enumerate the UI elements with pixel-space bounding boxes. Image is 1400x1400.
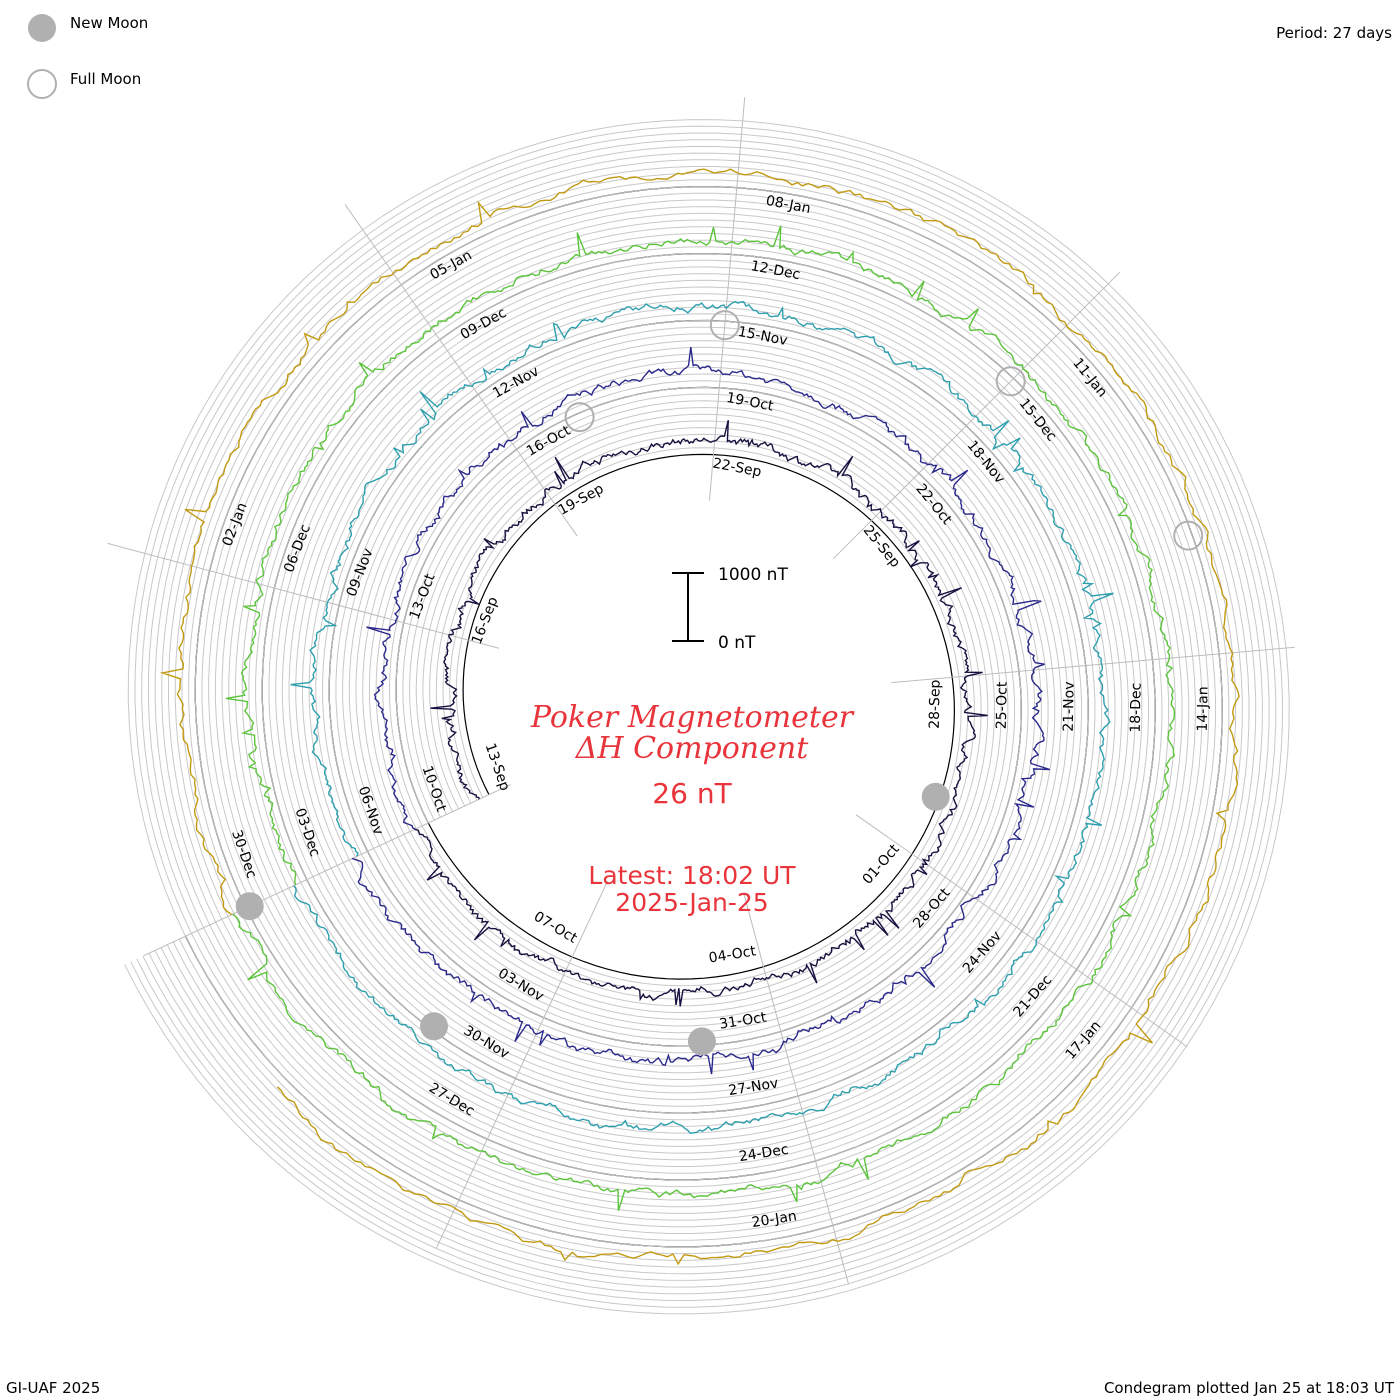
latest-date: 2025-Jan-25 — [615, 888, 768, 917]
grid-spiral — [136, 132, 1277, 1302]
full-moon-marker — [1173, 520, 1204, 551]
new-moon-legend-icon — [28, 14, 56, 42]
footer-credit: GI-UAF 2025 — [6, 1379, 100, 1397]
new-moon-legend-label: New Moon — [70, 14, 148, 32]
trace-rotation-10-Oct — [351, 347, 1051, 1075]
date-label: 07-Oct — [531, 909, 580, 947]
day-spoke — [855, 814, 1188, 1048]
chart-title-line2: ΔH Component — [575, 731, 809, 766]
data-traces — [159, 168, 1240, 1266]
footer-plotted: Condegram plotted Jan 25 at 18:03 UT — [1104, 1379, 1395, 1397]
new-moon-marker — [235, 892, 264, 921]
date-label: 28-Sep — [927, 679, 944, 729]
date-label: 01-Oct — [860, 841, 904, 888]
date-label: 03-Dec — [291, 806, 322, 858]
date-label: 10-Oct — [419, 764, 450, 815]
date-label: 30-Dec — [228, 828, 259, 880]
day-spoke — [143, 784, 511, 957]
date-label: 27-Nov — [727, 1075, 779, 1099]
grid-spiral — [160, 159, 1250, 1275]
date-label: 04-Oct — [708, 943, 758, 966]
date-label: 13-Sep — [482, 741, 513, 793]
scale-bar-top-label: 1000 nT — [718, 565, 788, 585]
grid-spiral — [148, 145, 1263, 1288]
trace-rotation-13-Sep — [414, 420, 988, 1007]
date-label: 21-Nov — [1061, 681, 1078, 731]
trace-rotation-06-Nov — [290, 300, 1114, 1135]
trace-rotation-30-Dec — [159, 168, 1240, 1266]
new-moon-marker — [921, 782, 950, 811]
date-label: 31-Oct — [718, 1009, 768, 1032]
grid-spiral — [154, 152, 1257, 1281]
date-label: 24-Dec — [738, 1142, 790, 1166]
full-moon-marker — [995, 366, 1026, 397]
date-label: 22-Sep — [711, 455, 763, 480]
day-spoke — [891, 646, 1295, 684]
grid-spiral — [130, 125, 1284, 1308]
full-moon-marker — [709, 310, 740, 341]
day-spoke — [743, 893, 850, 1285]
period-label: Period: 27 days — [1276, 24, 1392, 42]
grid-spiral — [178, 179, 1230, 1255]
full-moon-legend-label: Full Moon — [70, 70, 141, 88]
new-moon-marker — [687, 1027, 716, 1056]
moon-markers — [235, 310, 1204, 1056]
latest-value: 26 nT — [652, 777, 732, 810]
grid-spiral — [142, 139, 1270, 1295]
latest-time: Latest: 18:02 UT — [588, 861, 796, 890]
date-label: 25-Oct — [994, 681, 1011, 729]
day-spoke — [107, 542, 499, 649]
new-moon-marker — [420, 1012, 448, 1041]
full-moon-legend-icon — [27, 69, 57, 99]
radial-spokes — [107, 97, 1295, 1285]
scale-bar-bottom-label: 0 nT — [718, 633, 756, 653]
day-spoke — [708, 97, 746, 501]
ring-grid — [124, 119, 1290, 1315]
date-label: 06-Nov — [355, 784, 386, 837]
day-spoke — [833, 271, 1121, 559]
grid-spiral — [172, 172, 1237, 1261]
day-spoke — [344, 204, 578, 537]
grid-spiral — [124, 119, 1290, 1315]
day-spoke — [435, 881, 608, 1249]
full-moon-marker — [564, 402, 595, 433]
date-label: 14-Jan — [1195, 686, 1212, 732]
date-label: 18-Dec — [1128, 683, 1145, 733]
date-label: 20-Jan — [751, 1208, 798, 1231]
chart-title-line1: Poker Magnetometer — [530, 700, 855, 735]
trace-rotation-03-Dec — [225, 225, 1176, 1212]
